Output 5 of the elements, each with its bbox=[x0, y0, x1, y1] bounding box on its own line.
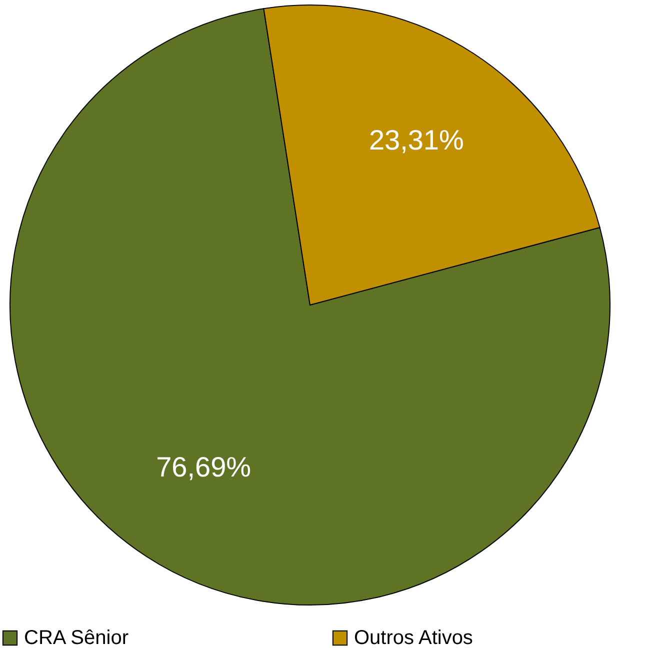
data-label: 23,31% bbox=[368, 124, 464, 156]
pie-slice bbox=[10, 8, 610, 606]
legend-label: CRA Sênior bbox=[24, 627, 129, 649]
data-label: 76,69% bbox=[156, 451, 252, 482]
legend-label: Outros Ativos bbox=[354, 627, 473, 649]
